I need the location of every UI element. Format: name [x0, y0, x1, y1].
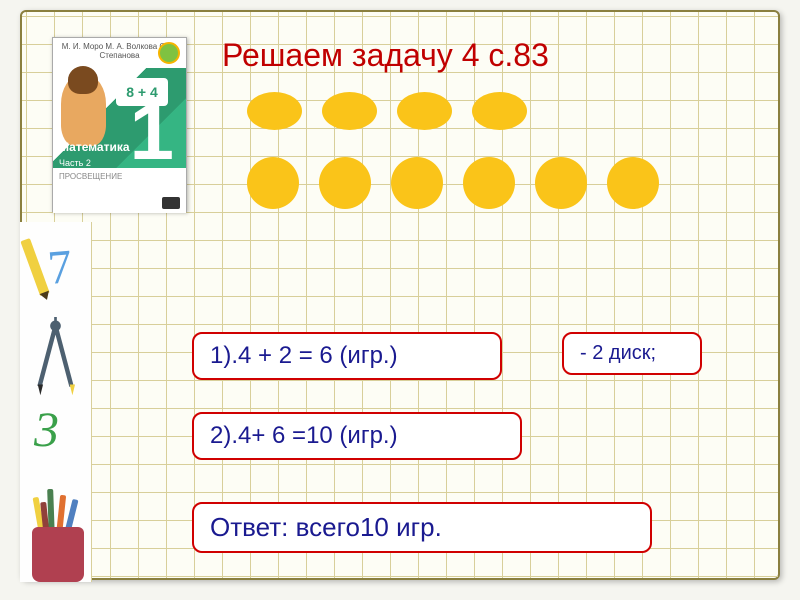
step-1-box: 1).4 + 2 = 6 (игр.) [192, 332, 502, 380]
counter-circle [247, 157, 299, 209]
textbook-dog-icon [61, 76, 106, 146]
pencil-cup-icon [22, 492, 90, 582]
step-2-box: 2).4+ 6 =10 (игр.) [192, 412, 522, 460]
textbook-publisher: ПРОСВЕЩЕНИЕ [53, 168, 186, 213]
publisher-text: ПРОСВЕЩЕНИЕ [59, 172, 122, 181]
textbook-illustration: 8 + 4 Математика Часть 2 1 [53, 68, 186, 168]
compass-icon [28, 317, 83, 397]
textbook-part: Часть 2 [59, 158, 91, 168]
textbook-logo-icon [158, 42, 180, 64]
textbook-grade-digit: 1 [130, 92, 175, 172]
counter-row-1 [247, 92, 527, 130]
textbook-fgos-icon [162, 197, 180, 209]
counter-oval [322, 92, 377, 130]
textbook-cover: М. И. Моро М. А. Волкова С. В. Степанова… [52, 37, 187, 212]
slide-frame: М. И. Моро М. А. Волкова С. В. Степанова… [20, 10, 780, 580]
counter-circle [463, 157, 515, 209]
textbook-subject: Математика [59, 140, 130, 154]
counter-oval [397, 92, 452, 130]
answer-box: Ответ: всего10 игр. [192, 502, 652, 553]
pencil-seven-group: 7 [26, 240, 81, 300]
left-deco-strip: 7 3 [20, 222, 92, 582]
counter-oval [472, 92, 527, 130]
counter-oval [247, 92, 302, 130]
counter-circle [607, 157, 659, 209]
counter-circle [391, 157, 443, 209]
counter-row-2 [247, 157, 659, 209]
digit-three: 3 [34, 400, 59, 458]
cup-body [32, 527, 84, 582]
textbook-authors: М. И. Моро М. А. Волкова С. В. Степанова [53, 38, 186, 68]
note-box: - 2 диск; [562, 332, 702, 375]
digit-seven: 7 [46, 239, 75, 296]
slide-title: Решаем задачу 4 с.83 [222, 37, 549, 74]
counter-circle [319, 157, 371, 209]
counter-circle [535, 157, 587, 209]
